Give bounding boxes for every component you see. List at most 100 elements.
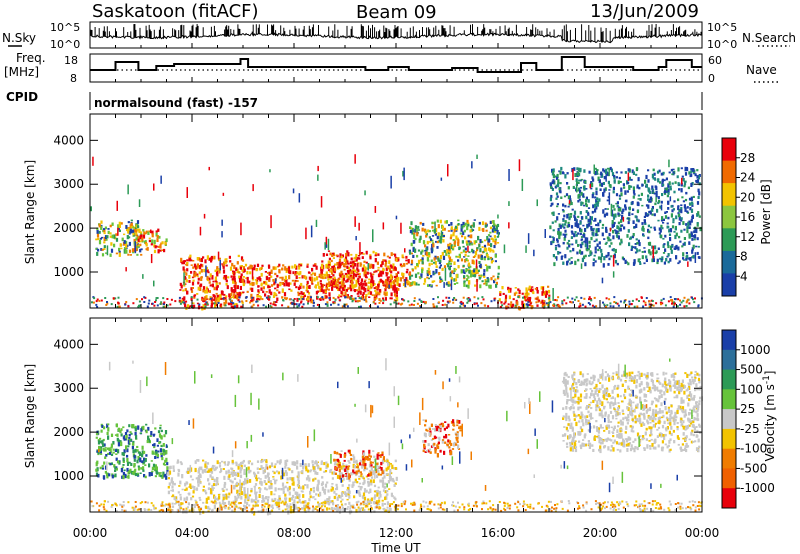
velData-cell-1-797 xyxy=(248,469,251,474)
powerData-cell-3-217 xyxy=(372,265,375,269)
powerData-cell-3-73 xyxy=(373,283,376,286)
powerData-streak-22 xyxy=(660,204,663,211)
powerData-cell-7-846 xyxy=(598,241,601,245)
powerData-cell-7-623 xyxy=(579,189,582,194)
velData-cell-4-36 xyxy=(571,448,575,452)
powerData-cell-0-21 xyxy=(103,245,106,248)
powerData-cell-7-200 xyxy=(678,260,681,263)
powerData-cell-5-11 xyxy=(466,219,469,223)
powerData-ground-430 xyxy=(163,301,166,304)
powerData-cell-5-74 xyxy=(414,225,417,229)
velData-cell-1-785 xyxy=(246,480,249,484)
velData-cell-1-503 xyxy=(207,470,211,473)
powerData-cell-7-750 xyxy=(651,208,654,212)
powerData-cell-7-446 xyxy=(680,204,683,207)
powerData-cell-3-182 xyxy=(343,268,346,271)
powerData-cell-7-667 xyxy=(551,236,554,238)
powerData-cell-7-240 xyxy=(666,222,669,225)
powerData-ground-254 xyxy=(256,300,259,303)
velData-cell-1-111 xyxy=(292,509,295,514)
powerData-cell-4-24 xyxy=(325,282,329,286)
velData-cell-0-187 xyxy=(160,429,163,433)
powerData-cell-4-277 xyxy=(390,282,393,285)
powerData-ground-67 xyxy=(615,301,617,304)
powerData-cell-7-403 xyxy=(642,233,645,236)
powerData-cell-2-107 xyxy=(217,298,220,301)
powerData-cell-2-77 xyxy=(196,273,199,276)
velData-cell-0-20 xyxy=(107,447,110,450)
powerData-ground-186 xyxy=(272,303,275,306)
powerData-cell-7-615 xyxy=(660,200,663,204)
powerData-ground-468 xyxy=(138,304,141,307)
velData-cell-1-88 xyxy=(294,496,297,499)
powerData-ground-43 xyxy=(166,304,169,307)
velData-cell-0-27 xyxy=(143,457,146,462)
velData-cell-1-520 xyxy=(307,463,310,467)
powerData-cell-7-549 xyxy=(563,226,566,229)
velData-cell-3-78 xyxy=(434,427,437,432)
powerData-cell-5-233 xyxy=(461,225,464,229)
powerData-cell-4-53 xyxy=(377,283,380,288)
powerData-cell-7-589 xyxy=(616,225,619,229)
powerData-cell-4-254 xyxy=(319,282,323,285)
powerData-ground-1 xyxy=(563,299,566,302)
powerData-cell-2-149 xyxy=(193,294,196,298)
powerData-cell-3-208 xyxy=(289,270,292,275)
powerData-cell-2-66 xyxy=(236,261,239,265)
powerData-cell-3-242 xyxy=(310,279,314,284)
powerData-cell-3-458 xyxy=(250,293,253,298)
powerData-cell-5-188 xyxy=(494,228,497,231)
powerData-ground-146 xyxy=(510,301,513,304)
velData-cell-3-101 xyxy=(447,423,450,428)
powerData-cell-7-735 xyxy=(577,224,580,229)
powerData-cell-4-144 xyxy=(355,253,358,258)
velData-cell-1-302 xyxy=(342,462,345,467)
powerData-cell-3-310 xyxy=(313,277,316,281)
velData-cell-0-264 xyxy=(142,460,146,464)
velData-cell-1-542 xyxy=(179,496,182,501)
powerData-cell-5-407 xyxy=(473,274,476,278)
velData-cell-1-899 xyxy=(306,469,310,473)
velData-cell-3-9 xyxy=(430,423,433,427)
velData-cell-0-241 xyxy=(127,471,130,475)
powerData-cell-0-95 xyxy=(95,248,98,250)
powerData-cell-7-764 xyxy=(579,243,582,247)
velData-cell-0-309 xyxy=(101,464,104,468)
powerData-cell-4-216 xyxy=(344,261,348,265)
powerData-cell-7-473 xyxy=(569,200,572,203)
powerData-cell-2-62 xyxy=(197,277,200,281)
powerData-cell-4-189 xyxy=(405,255,408,259)
velData-cell-1-316 xyxy=(390,492,393,497)
velData-cell-1-749 xyxy=(247,499,250,502)
velData-cell-1-66 xyxy=(344,507,347,510)
velData-cell-1-649 xyxy=(174,503,177,505)
velData-cell-1-620 xyxy=(374,494,377,498)
velData-cell-0-288 xyxy=(99,448,102,451)
powerData-ground-282 xyxy=(349,297,352,300)
powerData-cell-2-169 xyxy=(210,255,213,260)
powerData-cell-3-47 xyxy=(358,272,361,276)
powerData-cell-4-182 xyxy=(359,262,362,267)
powerData-cell-0-120 xyxy=(137,225,140,228)
powerData-cell-3-382 xyxy=(256,263,260,267)
powerData-cell-7-302 xyxy=(633,226,636,229)
powerData-cell-7-225 xyxy=(594,251,597,254)
powerData-cell-3-109 xyxy=(337,296,340,299)
powerData-cell-7-483 xyxy=(689,174,692,178)
powerData-cell-7-835 xyxy=(680,217,683,220)
velData-cell-1-445 xyxy=(259,468,262,470)
powerData-cell-6-69 xyxy=(511,303,515,307)
powerData-ground-163 xyxy=(676,305,679,308)
powerData-cell-7-212 xyxy=(566,246,569,250)
velData-cell-1-546 xyxy=(175,498,178,501)
powerData-cell-3-183 xyxy=(311,272,314,275)
powerData-ground-131 xyxy=(326,304,329,307)
velData-cell-2-34 xyxy=(360,473,363,475)
powerData-streak-26 xyxy=(208,166,210,171)
powerData-streak-114 xyxy=(160,175,162,184)
velData-cell-4-26 xyxy=(656,373,659,376)
powerData-cell-4-196 xyxy=(372,264,375,267)
powerData-cell-4-233 xyxy=(379,289,382,293)
velData-cell-1-265 xyxy=(171,485,174,489)
powerData-cell-4-230 xyxy=(396,279,399,284)
